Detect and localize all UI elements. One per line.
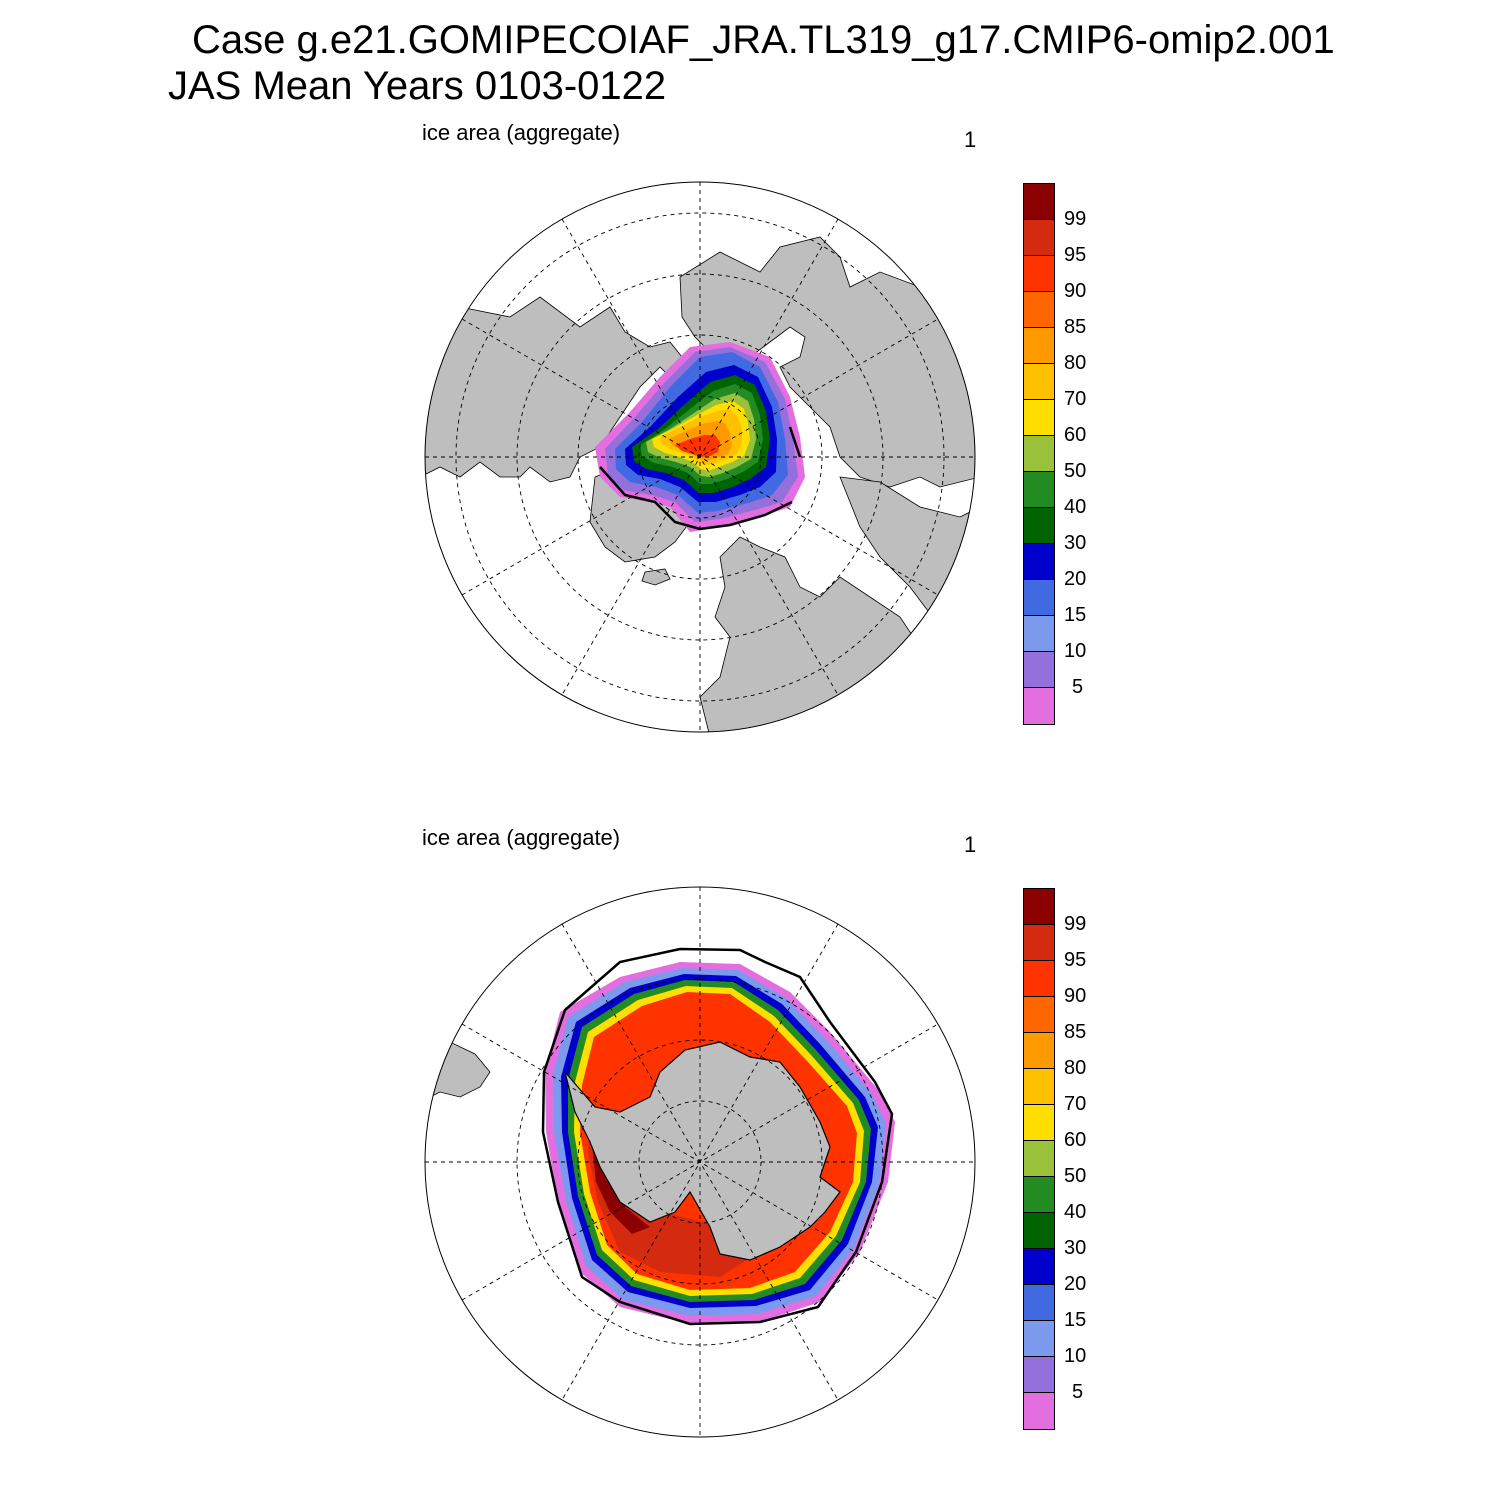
cb-seg <box>1024 544 1054 580</box>
cb-label: 15 <box>1064 1309 1087 1331</box>
cb-label: 90 <box>1064 985 1087 1007</box>
cb-label: 85 <box>1064 1021 1087 1043</box>
cb-label: 20 <box>1064 1273 1087 1295</box>
cb-seg <box>1024 925 1054 961</box>
cb-seg <box>1024 961 1054 997</box>
cb-seg <box>1024 889 1054 925</box>
cb-label: 90 <box>1064 280 1087 302</box>
cb-label: 99 <box>1064 913 1087 935</box>
cb-label: 99 <box>1064 208 1087 230</box>
land-iceland <box>641 568 671 586</box>
panel-1-number: 1 <box>964 127 977 152</box>
cb-seg <box>1024 256 1054 292</box>
cb-seg <box>1024 616 1054 652</box>
cb-seg <box>1024 1069 1054 1105</box>
cb-seg <box>1024 688 1054 724</box>
cb-seg <box>1024 1141 1054 1177</box>
cb-seg <box>1024 1285 1054 1321</box>
cb-seg <box>1024 1321 1054 1357</box>
cb-seg <box>1024 1105 1054 1141</box>
cb-label: 80 <box>1064 1057 1087 1079</box>
cb-label: 30 <box>1064 532 1087 554</box>
cb-label: 95 <box>1064 244 1087 266</box>
cb-seg <box>1024 1213 1054 1249</box>
cb-label: 10 <box>1064 1345 1087 1367</box>
cb-label: 60 <box>1064 1129 1087 1151</box>
cb-seg <box>1024 1393 1054 1429</box>
cb-seg <box>1024 400 1054 436</box>
cb-label: 30 <box>1064 1237 1087 1259</box>
land-antarctica <box>564 1041 841 1261</box>
cb-label: 15 <box>1064 604 1087 626</box>
cb-seg <box>1024 1177 1054 1213</box>
cb-label: 85 <box>1064 316 1087 338</box>
cb-seg <box>1024 1357 1054 1393</box>
panel-1-label: ice area (aggregate) <box>422 120 621 145</box>
figure-title-line2: JAS Mean Years 0103-0122 <box>168 64 667 108</box>
cb-seg <box>1024 292 1054 328</box>
cb-seg <box>1024 508 1054 544</box>
antarctic-map <box>424 886 976 1438</box>
cb-label: 5 <box>1072 676 1084 698</box>
cb-label: 80 <box>1064 352 1087 374</box>
cb-seg <box>1024 997 1054 1033</box>
cb-label: 95 <box>1064 949 1087 971</box>
arctic-map <box>424 181 976 733</box>
cb-label: 40 <box>1064 1201 1087 1223</box>
panel-2-label: ice area (aggregate) <box>422 825 621 850</box>
colorbar-1 <box>1023 183 1055 725</box>
cb-label: 20 <box>1064 568 1087 590</box>
cb-label: 70 <box>1064 1093 1087 1115</box>
cb-seg <box>1024 580 1054 616</box>
panel-2-number: 1 <box>964 832 977 857</box>
land-asia <box>425 296 683 483</box>
cb-seg <box>1024 364 1054 400</box>
cb-seg <box>1024 1249 1054 1285</box>
cb-seg <box>1024 184 1054 220</box>
cb-label: 5 <box>1072 1381 1084 1403</box>
cb-seg <box>1024 220 1054 256</box>
cb-label: 50 <box>1064 460 1087 482</box>
cb-label: 10 <box>1064 640 1087 662</box>
figure-title-line1: Case g.e21.GOMIPECOIAF_JRA.TL319_g17.CMI… <box>192 18 1335 62</box>
cb-label: 40 <box>1064 496 1087 518</box>
cb-label: 60 <box>1064 424 1087 446</box>
cb-seg <box>1024 652 1054 688</box>
cb-seg <box>1024 472 1054 508</box>
cb-seg <box>1024 436 1054 472</box>
colorbar-2 <box>1023 888 1055 1430</box>
cb-seg <box>1024 328 1054 364</box>
cb-seg <box>1024 1033 1054 1069</box>
cb-label: 50 <box>1064 1165 1087 1187</box>
cb-label: 70 <box>1064 388 1087 410</box>
